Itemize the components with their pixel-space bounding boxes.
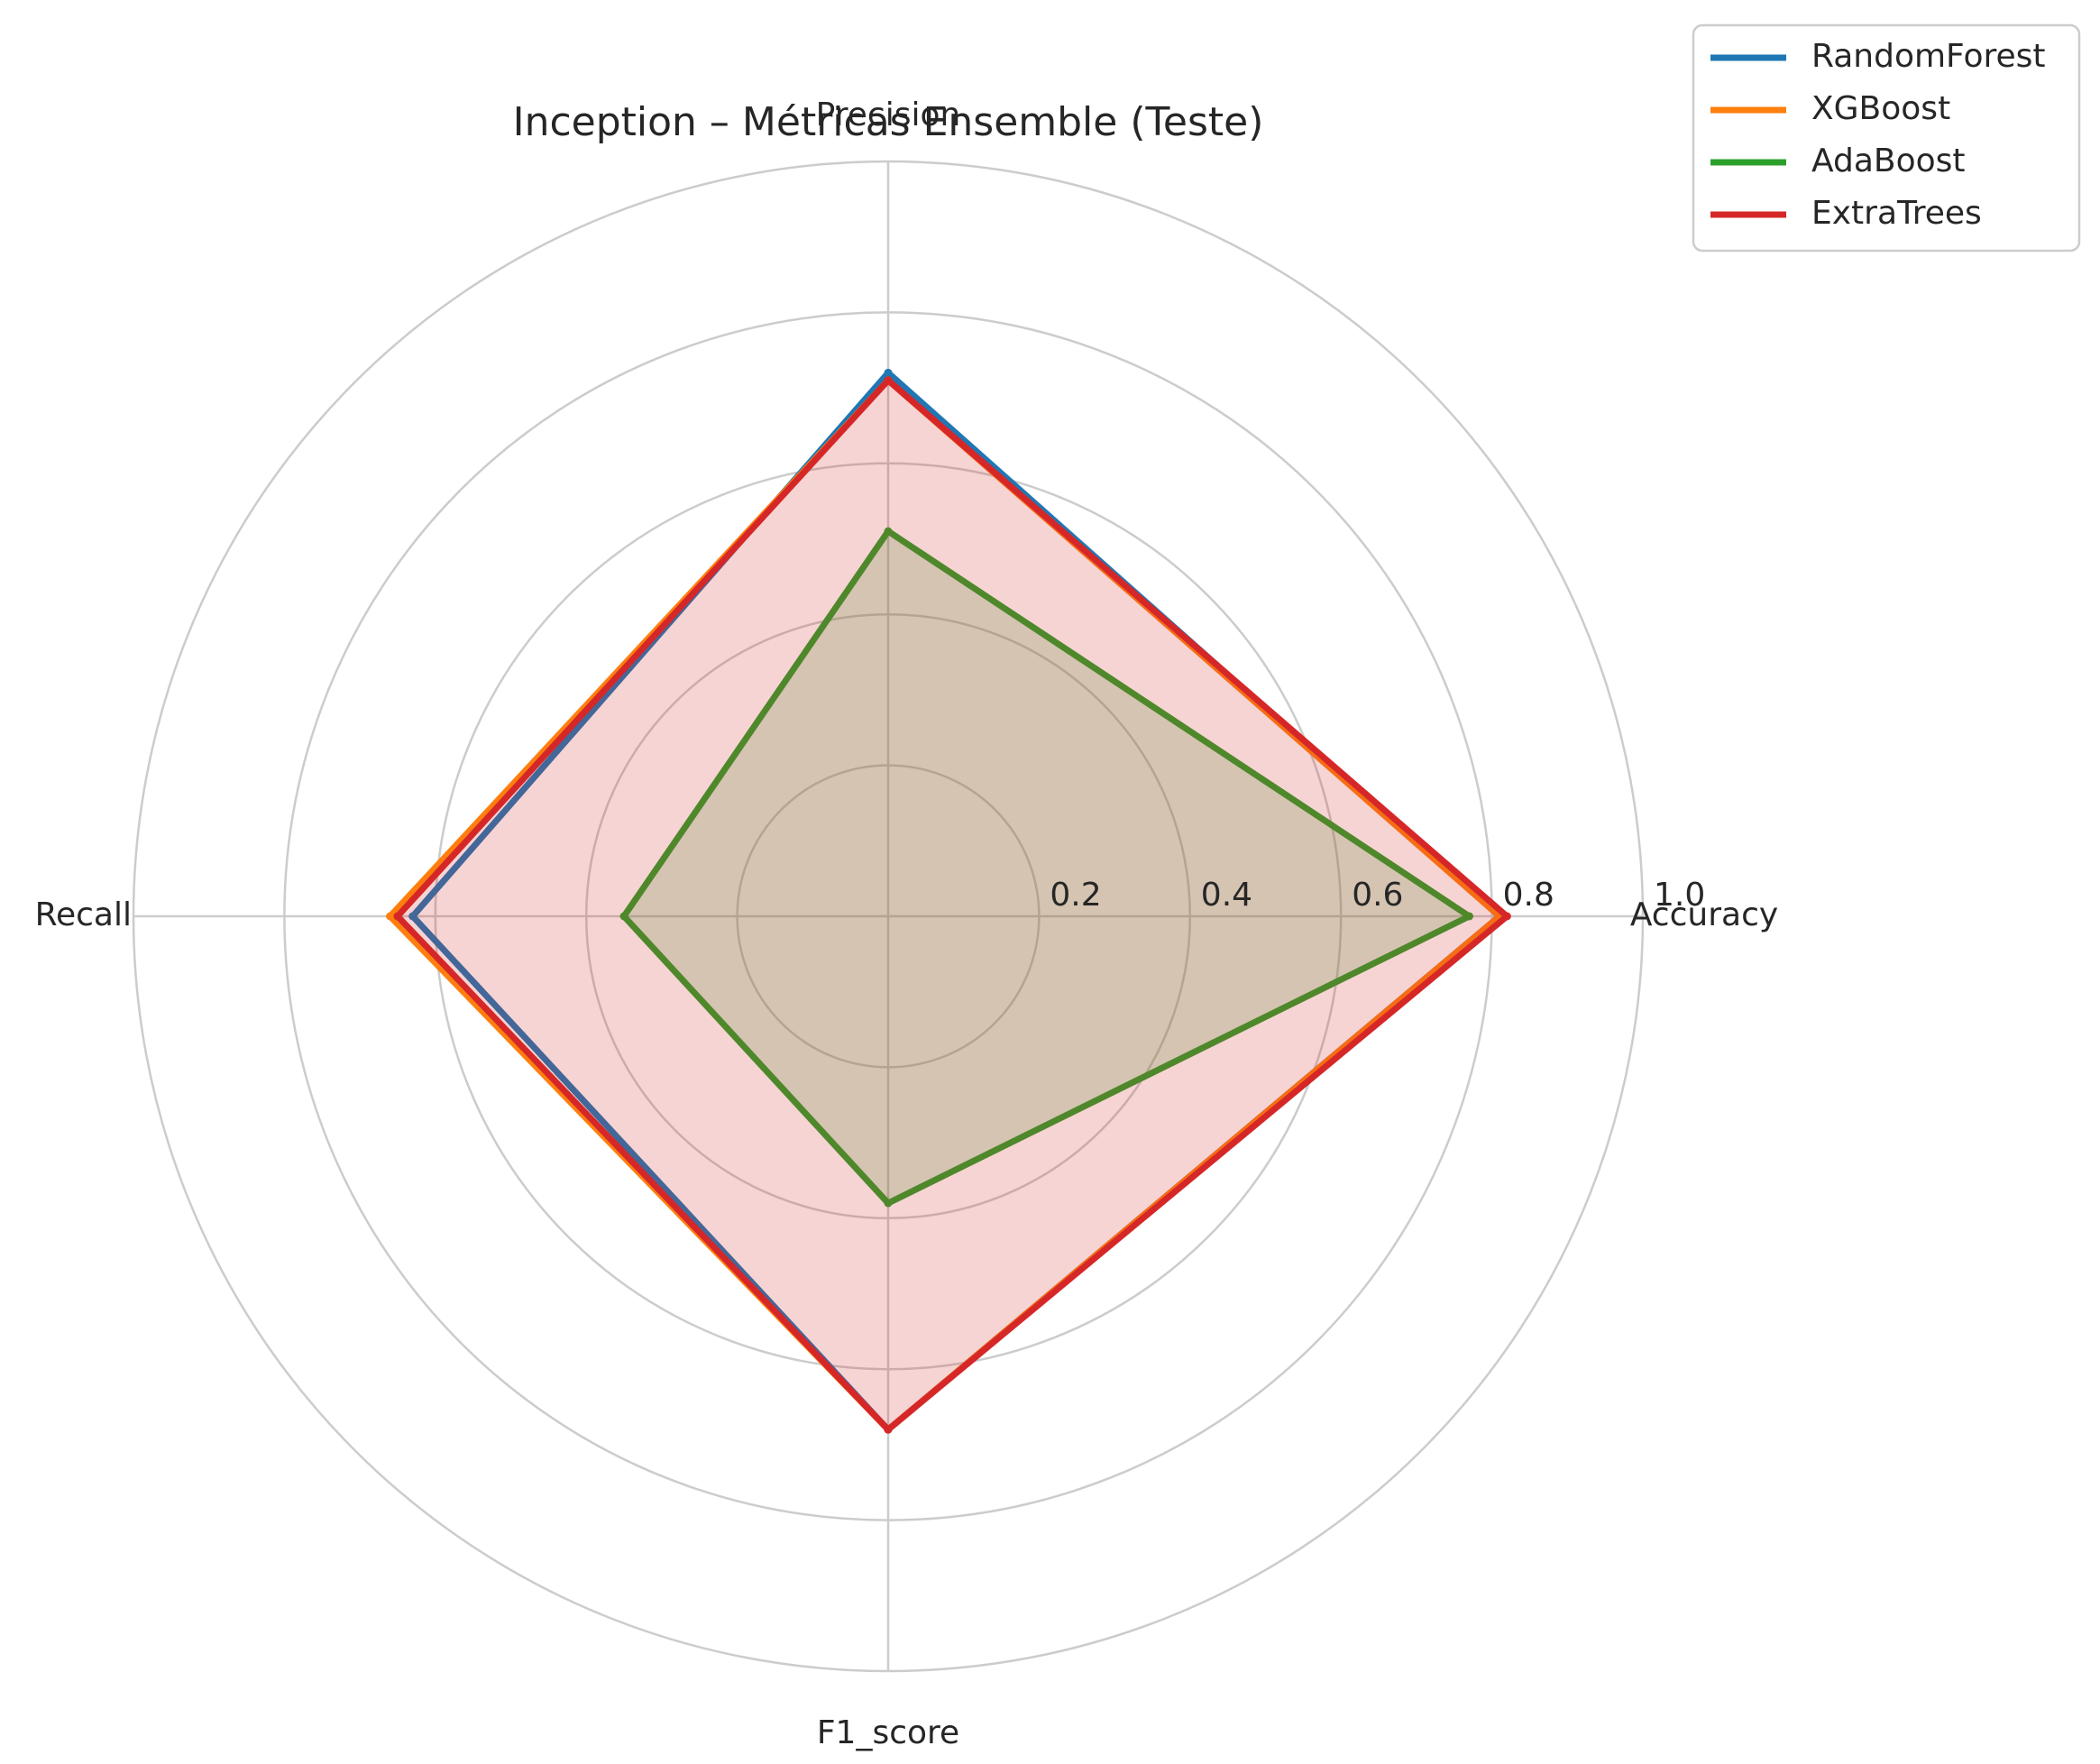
- series-point-adaboost-precision: [884, 527, 893, 536]
- legend-label-randomforest: RandomForest: [1811, 38, 2046, 75]
- series-point-extratrees-precision: [884, 376, 893, 385]
- legend-label-xgboost: XGBoost: [1811, 90, 1950, 127]
- legend-label-extratrees: ExtraTrees: [1811, 195, 1982, 232]
- r-tick-label-4: 1.0: [1654, 877, 1705, 914]
- series-point-adaboost-f1_score: [884, 1199, 893, 1208]
- series-fill-extratrees: [397, 380, 1508, 1430]
- grid-layer: [132, 160, 1645, 1673]
- series-point-adaboost-accuracy: [1464, 912, 1473, 921]
- legend-frame: [1692, 23, 2081, 253]
- series-point-xgboost-recall: [386, 912, 395, 921]
- axis-label-precision: Precision: [816, 96, 961, 133]
- axis-label-accuracy: Accuracy: [1630, 896, 1778, 933]
- r-tick-label-3: 0.8: [1503, 877, 1554, 914]
- r-tick-label-1: 0.4: [1201, 877, 1252, 914]
- series-point-randomforest-recall: [408, 912, 417, 921]
- series-point-adaboost-recall: [619, 912, 628, 921]
- r-tick-label-2: 0.6: [1352, 877, 1403, 914]
- axis-label-f1-score: F1_score: [817, 1714, 959, 1751]
- series-point-extratrees-accuracy: [1502, 912, 1511, 921]
- legend: RandomForest XGBoost AdaBoost ExtraTrees: [1692, 23, 2081, 253]
- series-point-randomforest-precision: [884, 368, 893, 377]
- series-layer: [386, 368, 1511, 1434]
- series-point-extratrees-f1_score: [884, 1425, 893, 1434]
- series-point-extratrees-recall: [393, 912, 402, 921]
- legend-label-adaboost: AdaBoost: [1811, 142, 1966, 179]
- axis-label-recall: Recall: [35, 896, 132, 933]
- series-fill-adaboost: [624, 531, 1470, 1204]
- r-tick-label-0: 0.2: [1050, 877, 1101, 914]
- chart-title: Inception – Métricas Ensemble (Teste): [513, 99, 1264, 145]
